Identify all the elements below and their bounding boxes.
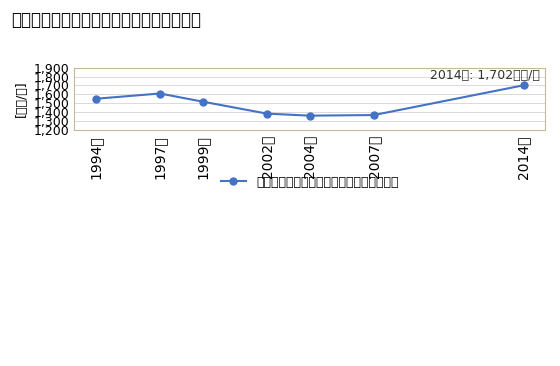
小売業の従業者一人当たり年間商品販売額 bbox=[371, 113, 377, 117]
小売業の従業者一人当たり年間商品販売額 bbox=[306, 113, 313, 118]
Legend: 小売業の従業者一人当たり年間商品販売額: 小売業の従業者一人当たり年間商品販売額 bbox=[216, 171, 403, 194]
小売業の従業者一人当たり年間商品販売額 bbox=[199, 100, 206, 104]
Y-axis label: [万円/人]: [万円/人] bbox=[15, 81, 28, 117]
Text: 2014年: 1,702万円/人: 2014年: 1,702万円/人 bbox=[431, 69, 540, 82]
Line: 小売業の従業者一人当たり年間商品販売額: 小売業の従業者一人当たり年間商品販売額 bbox=[92, 82, 527, 119]
小売業の従業者一人当たり年間商品販売額 bbox=[156, 91, 163, 96]
小売業の従業者一人当たり年間商品販売額 bbox=[264, 111, 270, 116]
小売業の従業者一人当たり年間商品販売額 bbox=[92, 97, 99, 101]
Text: 小売業の従業者一人当たり年間商品販売額: 小売業の従業者一人当たり年間商品販売額 bbox=[11, 11, 201, 29]
小売業の従業者一人当たり年間商品販売額 bbox=[520, 83, 527, 87]
